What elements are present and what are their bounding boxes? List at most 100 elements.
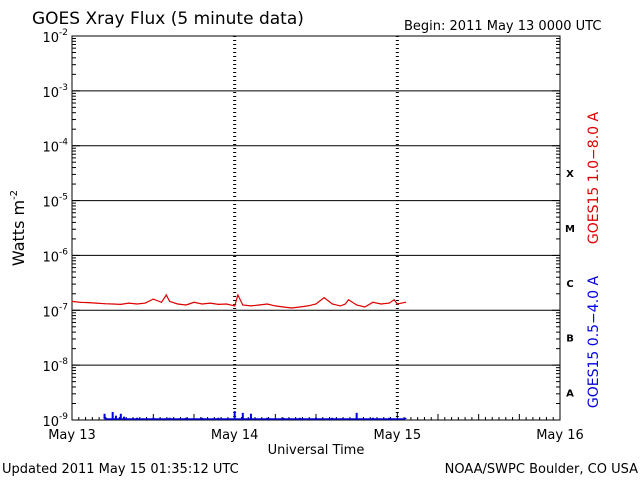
begin-label: Begin: 2011 May 13 0000 UTC — [404, 19, 601, 34]
y-tick-exponent: -2 — [59, 28, 68, 38]
series-long-wavelength — [71, 293, 407, 309]
flare-class-m: M — [565, 224, 575, 235]
data-point — [258, 304, 260, 306]
data-point — [128, 302, 130, 304]
legend-series-red: GOES15 1.0−8.0 A — [586, 112, 602, 245]
data-point — [315, 303, 317, 305]
data-point — [323, 297, 325, 299]
y-tick-label: 10-6 — [42, 247, 68, 265]
data-point — [152, 298, 154, 300]
data-point — [237, 294, 239, 296]
series-line — [71, 293, 406, 309]
data-point — [95, 302, 97, 304]
y-tick-base: 10 — [42, 360, 59, 375]
legend-series-blue: GOES15 0.5−4.0 A — [586, 276, 602, 409]
legend-blue-group: GOES15 0.5−4.0 A — [586, 276, 602, 409]
data-point — [266, 303, 268, 305]
y-tick-label: 10-9 — [42, 412, 68, 430]
x-tick-label: May 15 — [374, 428, 422, 443]
x-tick-label: May 16 — [536, 428, 584, 443]
flare-class-c: C — [566, 279, 573, 290]
y-tick-base: 10 — [42, 141, 59, 156]
data-point — [344, 303, 346, 305]
series-group — [71, 293, 407, 420]
y-tick-exponent: -3 — [59, 83, 68, 93]
y-tick-label: 10-7 — [42, 302, 68, 320]
data-point — [165, 294, 167, 296]
data-point — [144, 302, 146, 304]
y-tick-base: 10 — [42, 250, 59, 265]
plot-area: 10-210-310-410-510-610-710-810-9 May 13 M… — [42, 28, 583, 443]
data-point — [217, 303, 219, 306]
x-tick-label: May 13 — [48, 428, 96, 443]
data-point — [250, 305, 252, 307]
data-point — [372, 301, 374, 303]
y-axis-label: Watts m-2 — [9, 190, 28, 266]
data-point — [136, 303, 138, 305]
data-point — [347, 299, 350, 301]
y-tick-base: 10 — [42, 305, 59, 320]
data-point — [193, 301, 195, 303]
y-axis-label-group: Watts m-2 — [9, 190, 28, 266]
y-tick-label: 10-8 — [42, 357, 68, 375]
data-point — [79, 301, 81, 303]
y-tick-label: 10-5 — [42, 193, 68, 211]
y-tick-exponent: -4 — [59, 138, 68, 148]
data-point — [112, 303, 114, 305]
data-point — [169, 300, 171, 303]
y-tick-base: 10 — [42, 196, 59, 211]
y-tick-base: 10 — [42, 31, 59, 46]
y-tick-exponent: -6 — [59, 247, 68, 257]
chart-title: GOES Xray Flux (5 minute data) — [32, 9, 304, 29]
data-point — [396, 303, 398, 305]
data-point — [331, 303, 333, 305]
data-point — [177, 303, 179, 305]
y-tick-label: 10-2 — [42, 28, 68, 46]
flare-class-labels: X M C B A — [565, 169, 575, 399]
y-tick-base: 10 — [42, 415, 59, 430]
y-tick-exponent: -7 — [59, 302, 68, 312]
x-axis-ticks: May 13 May 14 May 15 May 16 — [48, 412, 584, 443]
legend-red-group: GOES15 1.0−8.0 A — [586, 112, 602, 245]
data-point — [356, 304, 358, 306]
data-point — [225, 303, 228, 305]
y-tick-base: 10 — [42, 86, 59, 101]
flare-class-x: X — [566, 169, 574, 180]
y-tick-exponent: -9 — [59, 412, 68, 422]
series-short-wavelength — [103, 411, 407, 420]
data-point — [339, 305, 341, 307]
data-point — [188, 303, 190, 305]
credit-text: NOAA/SWPC Boulder, CO USA — [445, 462, 638, 477]
x-tick-label: May 14 — [211, 428, 259, 443]
data-point — [393, 299, 395, 301]
y-tick-exponent: -5 — [59, 193, 68, 203]
data-point — [274, 305, 276, 307]
y-tick-label: 10-4 — [42, 138, 68, 156]
data-point — [160, 301, 163, 303]
data-point — [201, 303, 203, 305]
data-point — [380, 303, 382, 305]
data-point — [307, 305, 309, 307]
plot-frame — [71, 35, 561, 421]
data-point — [234, 305, 236, 307]
y-axis-label-exponent: -2 — [9, 190, 20, 200]
y-axis-ticks: 10-210-310-410-510-610-710-810-9 — [42, 28, 560, 430]
x-axis-label: Universal Time — [268, 443, 365, 458]
y-tick-exponent: -8 — [59, 357, 68, 367]
data-point — [209, 302, 211, 304]
data-point — [282, 306, 285, 308]
data-point — [87, 302, 89, 304]
horizontal-grid — [72, 90, 560, 366]
data-point — [242, 304, 244, 306]
day-dividers — [233, 36, 399, 420]
data-point — [71, 300, 73, 303]
data-point — [185, 304, 187, 306]
flare-class-a: A — [566, 389, 574, 400]
data-point — [404, 301, 407, 303]
flare-class-b: B — [566, 334, 574, 345]
y-tick-label: 10-3 — [42, 83, 68, 101]
data-point — [299, 306, 301, 308]
data-point — [103, 303, 106, 305]
data-point — [291, 307, 293, 309]
